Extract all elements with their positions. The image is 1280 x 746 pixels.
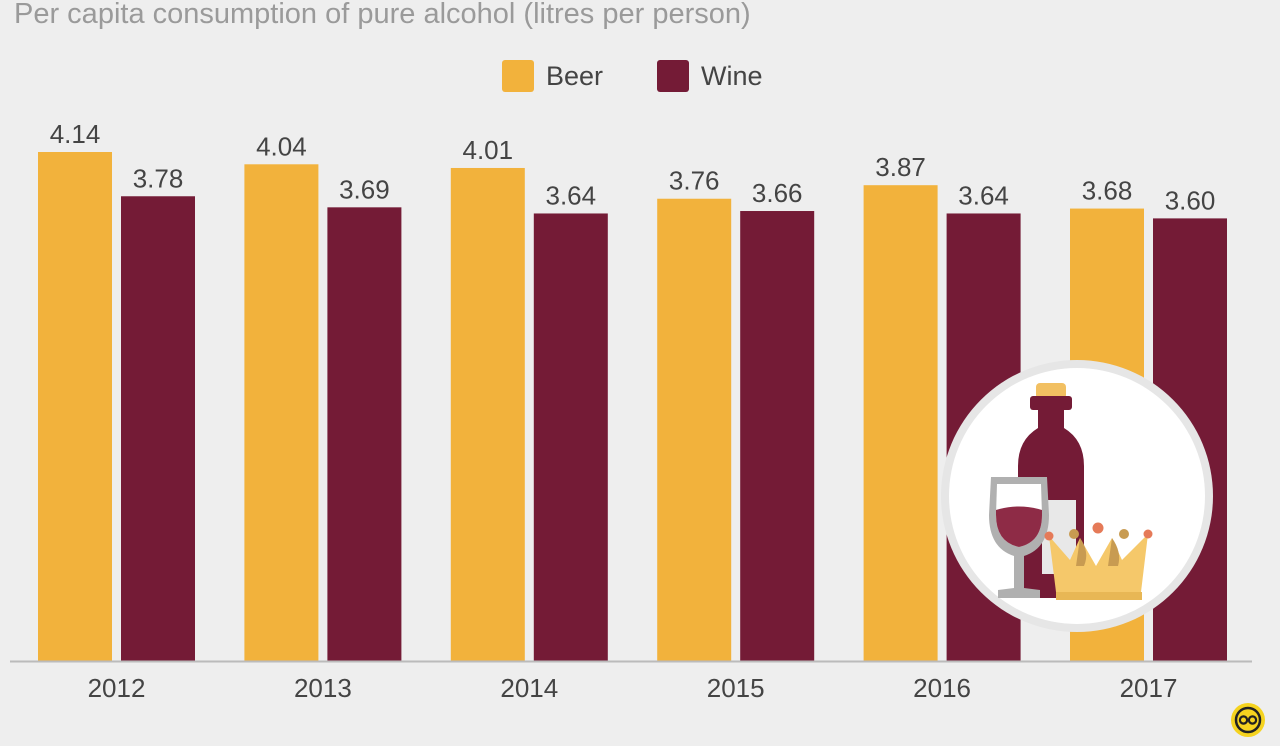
bar-beer-2015 bbox=[657, 198, 732, 662]
legend-label-wine: Wine bbox=[701, 60, 763, 91]
legend-swatch-beer bbox=[502, 60, 534, 92]
bar-wine-2015 bbox=[740, 211, 815, 661]
bar-beer-2012 bbox=[38, 152, 112, 661]
brand-logo-icon bbox=[1231, 703, 1265, 737]
legend-swatch-wine bbox=[657, 60, 690, 92]
labels-group: 4.14 3.78 2012 4.04 3.69 2013 4.01 3.64 2014 3.76… bbox=[50, 119, 1216, 703]
chart-title: Per capita consumption of pure alcohol (… bbox=[14, 0, 751, 30]
data-label-beer-2014: 4.01 bbox=[462, 135, 513, 165]
x-tick-label-2012: 2012 bbox=[88, 673, 146, 703]
data-label-beer-2016: 3.87 bbox=[875, 152, 926, 182]
data-label-wine-2017: 3.60 bbox=[1165, 185, 1216, 215]
bar-beer-2013 bbox=[244, 164, 319, 662]
legend-label-beer: Beer bbox=[546, 60, 604, 91]
data-label-beer-2012: 4.14 bbox=[50, 119, 101, 149]
data-label-beer-2015: 3.76 bbox=[669, 166, 720, 196]
x-tick-label-2013: 2013 bbox=[294, 673, 352, 703]
data-label-wine-2015: 3.66 bbox=[752, 178, 803, 208]
bar-beer-2014 bbox=[450, 167, 525, 661]
legend: Beer Wine bbox=[502, 60, 817, 92]
x-tick-label-2015: 2015 bbox=[707, 673, 765, 703]
x-tick-label-2014: 2014 bbox=[500, 673, 558, 703]
data-label-beer-2017: 3.68 bbox=[1082, 176, 1133, 206]
bar-wine-2012 bbox=[121, 196, 195, 661]
data-label-beer-2013: 4.04 bbox=[256, 131, 307, 161]
wine-bottle-glass-crown-icon bbox=[941, 360, 1213, 632]
data-label-wine-2013: 3.69 bbox=[339, 174, 390, 204]
x-tick-label-2016: 2016 bbox=[913, 673, 971, 703]
x-tick-label-2017: 2017 bbox=[1120, 673, 1178, 703]
data-label-wine-2012: 3.78 bbox=[133, 163, 184, 193]
bar-wine-2013 bbox=[327, 207, 402, 661]
data-label-wine-2014: 3.64 bbox=[545, 180, 596, 210]
bar-wine-2014 bbox=[533, 213, 608, 661]
data-label-wine-2016: 3.64 bbox=[958, 180, 1009, 210]
legend-item-wine: Wine bbox=[657, 60, 763, 92]
legend-item-beer: Beer bbox=[502, 60, 603, 92]
bar-beer-2016 bbox=[863, 185, 938, 661]
